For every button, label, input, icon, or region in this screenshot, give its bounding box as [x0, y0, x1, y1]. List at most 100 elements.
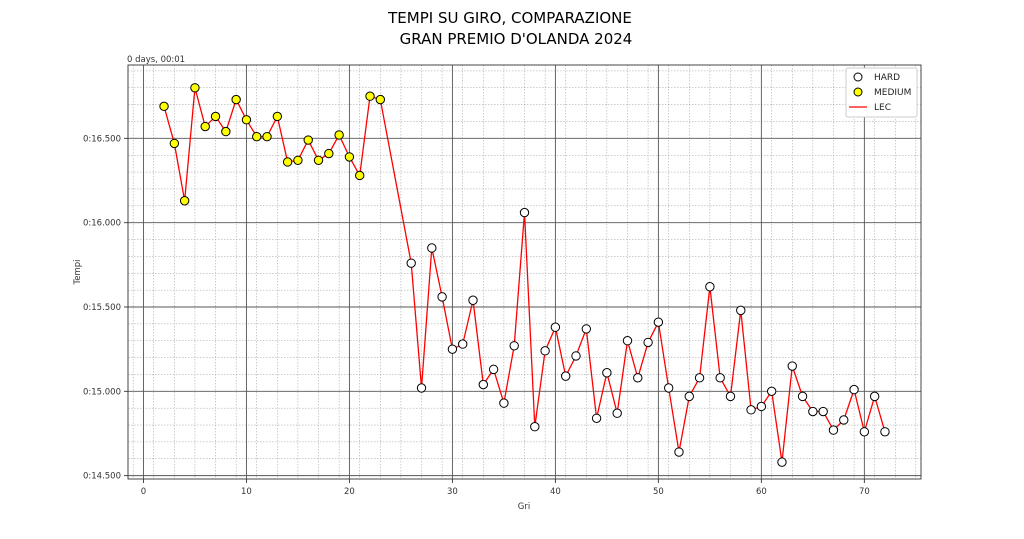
legend-hard-label: HARD — [874, 73, 900, 83]
marker-hard-lap-58 — [736, 305, 746, 316]
y-tick-label: 0:16.500 — [83, 134, 121, 144]
marker-medium-lap-22 — [365, 91, 375, 101]
marker-medium-lap-4 — [179, 196, 190, 206]
marker-hard-lap-45 — [602, 368, 612, 378]
marker-hard-lap-33 — [478, 379, 489, 390]
marker-hard-lap-60 — [756, 401, 767, 412]
marker-medium-lap-10 — [241, 115, 252, 125]
minor-grid — [128, 65, 921, 479]
marker-medium-lap-14 — [282, 157, 293, 167]
plot-frame — [127, 64, 922, 480]
marker-hard-lap-48 — [633, 373, 643, 383]
marker-medium-lap-9 — [231, 94, 241, 105]
marker-hard-lap-68 — [839, 415, 849, 425]
y-tick-label: 0:15.500 — [83, 303, 121, 313]
marker-medium-lap-17 — [313, 155, 324, 165]
marker-hard-lap-53 — [684, 391, 694, 402]
marker-hard-lap-35 — [499, 398, 509, 408]
marker-hard-lap-64 — [797, 391, 808, 402]
y-tick-label: 0:15.000 — [83, 387, 121, 397]
legend-medium-marker — [853, 87, 863, 97]
marker-hard-lap-42 — [571, 351, 581, 361]
marker-hard-lap-57 — [725, 391, 736, 402]
x-tick-label: 20 — [344, 487, 355, 497]
marker-hard-lap-41 — [560, 371, 571, 381]
marker-hard-lap-38 — [530, 422, 540, 432]
x-tick-label: 0 — [141, 487, 146, 497]
marker-medium-lap-8 — [221, 126, 231, 137]
x-tick-label: 10 — [241, 487, 252, 497]
marker-hard-lap-43 — [581, 324, 591, 334]
legend: HARD MEDIUM LEC — [845, 67, 918, 118]
marker-hard-lap-30 — [447, 344, 458, 354]
marker-medium-lap-2 — [159, 101, 169, 112]
legend-lec-label: LEC — [874, 103, 891, 113]
marker-hard-lap-50 — [653, 317, 664, 327]
marker-hard-lap-72 — [880, 427, 890, 437]
marker-hard-lap-65 — [808, 406, 818, 417]
marker-hard-lap-29 — [437, 292, 447, 302]
x-tick-label: 60 — [756, 487, 767, 497]
marker-medium-lap-23 — [375, 94, 386, 105]
x-tick-label: 70 — [859, 487, 870, 497]
marker-hard-lap-70 — [859, 427, 870, 437]
y-offset-text: 0 days, 00:01 — [127, 55, 185, 65]
marker-hard-lap-69 — [849, 384, 859, 395]
x-axis-ticks: 0 10 20 30 40 50 60 70 — [141, 479, 870, 497]
marker-hard-lap-51 — [663, 383, 674, 393]
y-axis-label: Tempi — [73, 259, 83, 285]
marker-hard-lap-52 — [674, 447, 684, 457]
legend-medium-label: MEDIUM — [874, 88, 911, 98]
marker-hard-lap-56 — [715, 373, 725, 383]
marker-hard-lap-63 — [787, 361, 797, 371]
marker-medium-lap-19 — [334, 130, 344, 140]
marker-hard-lap-34 — [488, 364, 499, 375]
marker-hard-lap-62 — [777, 457, 787, 467]
legend-hard-marker — [853, 72, 863, 82]
lap-markers — [159, 83, 890, 467]
marker-hard-lap-37 — [519, 207, 530, 218]
marker-hard-lap-26 — [406, 258, 416, 268]
marker-medium-lap-11 — [252, 131, 262, 142]
marker-hard-lap-47 — [622, 336, 633, 346]
marker-medium-lap-21 — [355, 170, 365, 181]
y-tick-label: 0:16.000 — [83, 219, 121, 229]
y-tick-label: 0:14.500 — [83, 472, 121, 482]
marker-medium-lap-16 — [303, 135, 313, 145]
marker-hard-lap-55 — [705, 282, 715, 292]
marker-hard-lap-27 — [416, 383, 427, 393]
x-axis-label: Gri — [518, 502, 530, 512]
chart-title-line-2: GRAN PREMIO D'OLANDA 2024 — [400, 30, 633, 48]
marker-hard-lap-49 — [643, 337, 653, 348]
y-axis-ticks: 0:14.500 0:15.000 0:15.500 0:16.000 0:16.500 — [83, 134, 128, 482]
marker-medium-lap-6 — [200, 121, 210, 132]
marker-medium-lap-15 — [293, 155, 303, 165]
legend-box — [845, 67, 918, 118]
marker-hard-lap-71 — [869, 391, 880, 402]
marker-hard-lap-36 — [509, 341, 519, 351]
marker-hard-lap-46 — [612, 408, 622, 418]
marker-medium-lap-3 — [169, 138, 180, 149]
marker-hard-lap-59 — [746, 405, 756, 415]
marker-hard-lap-32 — [468, 295, 478, 305]
marker-hard-lap-28 — [427, 243, 437, 253]
x-tick-label: 50 — [653, 487, 664, 497]
marker-hard-lap-66 — [818, 406, 828, 417]
marker-medium-lap-20 — [344, 152, 355, 162]
marker-hard-lap-31 — [458, 339, 468, 349]
marker-medium-lap-18 — [324, 148, 334, 159]
chart-title-line-1: TEMPI SU GIRO, COMPARAZIONE — [387, 9, 632, 27]
marker-hard-lap-54 — [694, 373, 705, 383]
x-tick-label: 30 — [447, 487, 458, 497]
marker-medium-lap-13 — [272, 111, 283, 122]
marker-medium-lap-12 — [262, 131, 272, 142]
marker-medium-lap-5 — [190, 83, 200, 93]
marker-hard-lap-39 — [540, 346, 550, 356]
x-tick-label: 40 — [550, 487, 561, 497]
marker-medium-lap-7 — [210, 111, 221, 122]
marker-hard-lap-44 — [591, 413, 602, 423]
marker-hard-lap-40 — [550, 322, 561, 332]
marker-hard-lap-67 — [828, 425, 839, 435]
marker-hard-lap-61 — [766, 386, 777, 397]
